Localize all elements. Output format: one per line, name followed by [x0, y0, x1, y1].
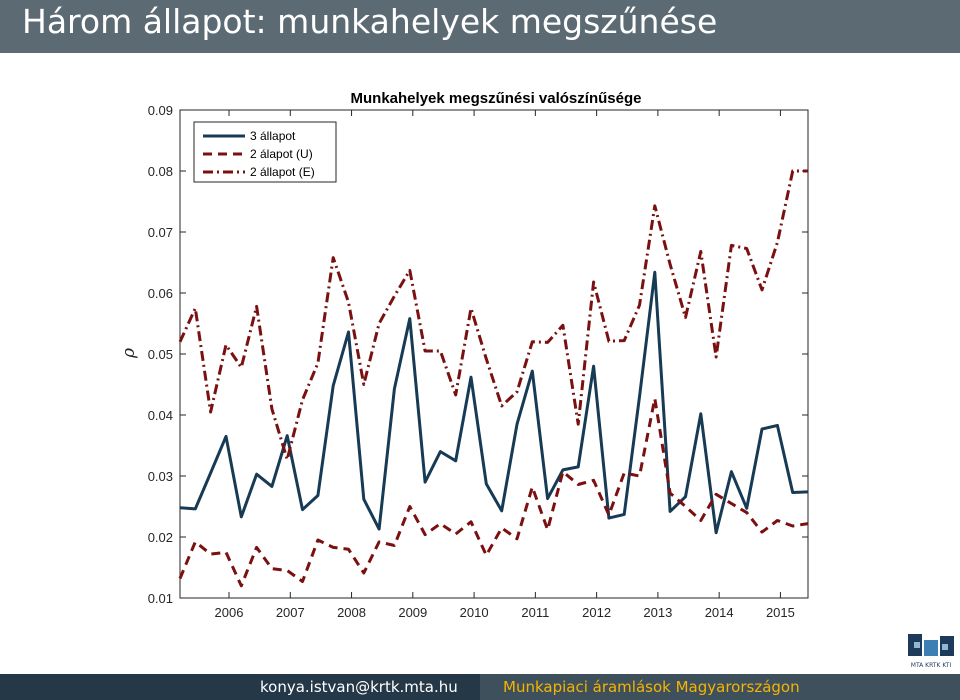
y-tick-label: 0.01 — [148, 591, 173, 606]
footer-right-panel: Munkapiaci áramlások Magyarországon — [480, 674, 960, 700]
footer-email: konya.istvan@krtk.mta.hu — [260, 678, 458, 696]
chart-title: Munkahelyek megszűnési valószínűsége — [351, 90, 642, 107]
legend-entry-1: 3 állapot — [250, 129, 296, 143]
y-tick-label: 0.04 — [148, 408, 173, 423]
y-tick-label: 0.02 — [148, 530, 173, 545]
x-tick-label: 2015 — [766, 605, 795, 620]
y-tick-label: 0.05 — [148, 347, 173, 362]
x-tick-label: 2012 — [582, 605, 611, 620]
x-tick-label: 2007 — [276, 605, 305, 620]
legend-entry-3: 2 állapot (E) — [250, 165, 315, 179]
x-tick-label: 2008 — [337, 605, 366, 620]
institute-logo: MTA KRTK KTI — [908, 634, 954, 669]
x-tick-label: 2014 — [705, 605, 734, 620]
y-tick-label: 0.03 — [148, 469, 173, 484]
x-tick-label: 2011 — [521, 605, 549, 620]
x-tick-label: 2010 — [460, 605, 489, 620]
logo-text: MTA KRTK KTI — [911, 662, 952, 669]
slide-title: Három állapot: munkahelyek megszűnése — [22, 2, 718, 41]
x-tick-label: 2013 — [643, 605, 672, 620]
y-tick-label: 0.06 — [148, 286, 173, 301]
line-chart: 0.01 0.02 0.03 0.04 0.05 0.06 0.07 0.08 0.09 2006… — [119, 90, 809, 620]
legend-entry-2: 2 álapot (U) — [250, 147, 313, 161]
y-tick-label: 0.08 — [148, 164, 173, 179]
series-line-2 — [178, 397, 809, 588]
x-tick-label: 2009 — [398, 605, 427, 620]
y-axis-label: ρ — [119, 348, 139, 359]
footer-talk-title: Munkapiaci áramlások Magyarországon — [503, 678, 800, 696]
series-line-3 — [178, 169, 808, 461]
x-tick-label: 2006 — [215, 605, 244, 620]
title-bar: Három állapot: munkahelyek megszűnése — [0, 0, 960, 53]
footer-left-panel: konya.istvan@krtk.mta.hu — [0, 674, 480, 700]
y-tick-label: 0.09 — [148, 103, 173, 118]
footer: konya.istvan@krtk.mta.hu Munkapiaci áram… — [0, 674, 960, 700]
series-line-1 — [179, 270, 809, 535]
y-tick-label: 0.07 — [148, 225, 173, 240]
